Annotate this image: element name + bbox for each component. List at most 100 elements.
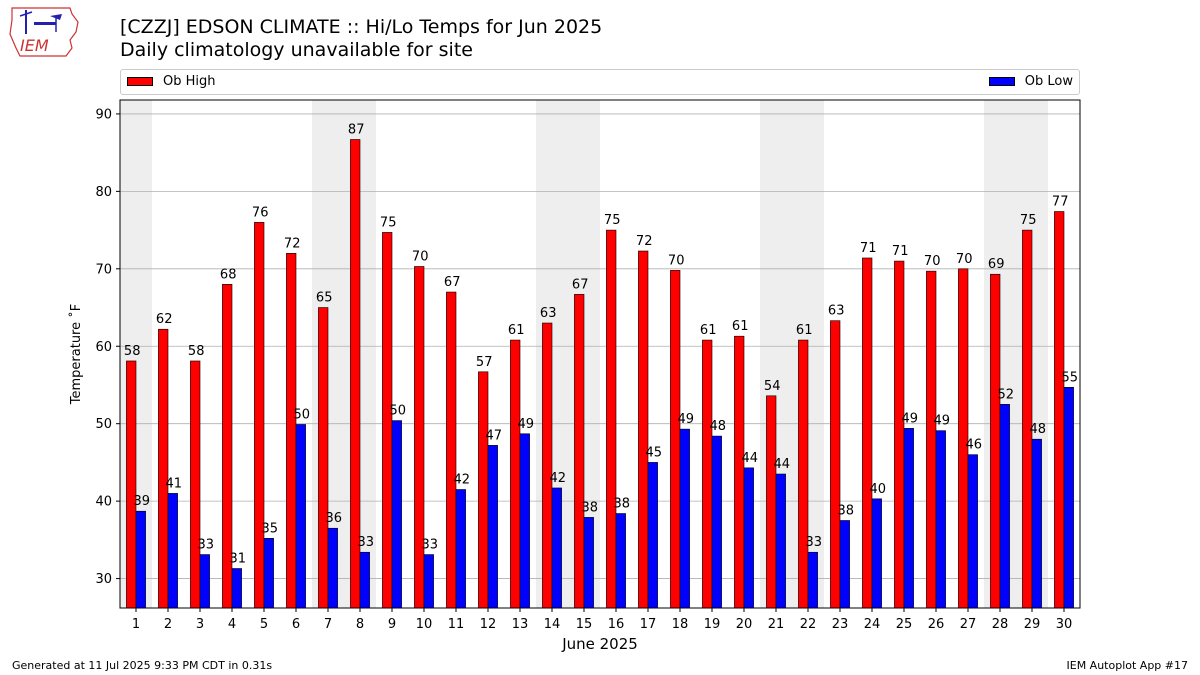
label-low-5: 35 [262,521,279,536]
plot-frame [119,99,1081,609]
x-tick-label-28: 28 [992,617,1009,632]
legend-item-high: Ob High [127,74,216,89]
label-high-22: 61 [796,323,813,338]
label-low-9: 50 [390,404,407,419]
bar-high-15 [574,294,585,609]
label-low-29: 48 [1030,422,1047,437]
chart-title: [CZZJ] EDSON CLIMATE :: Hi/Lo Temps for … [120,16,602,62]
footer-generated: Generated at 11 Jul 2025 9:33 PM CDT in … [12,659,273,672]
y-tick-label-30: 30 [95,572,112,587]
bars [126,139,1074,609]
label-high-2: 62 [156,312,173,327]
label-high-11: 67 [444,275,461,290]
y-tick-label-60: 60 [95,340,112,355]
x-axis: 1 2 3 4 5 6 7 8 9 10 11 12 13 14 15 16 17 18 19 20 21 22 23 24 2… [132,608,1072,632]
label-high-4: 68 [220,267,237,282]
bar-low-8 [359,551,370,609]
bar-high-5 [254,222,265,609]
label-high-8: 87 [348,122,365,137]
x-tick-label-25: 25 [896,617,913,632]
y-axis-label: Temperature ˚F [68,304,84,405]
bar-low-4 [231,568,242,609]
bar-low-29 [1031,438,1042,609]
label-high-16: 75 [604,213,621,228]
bar-low-5 [263,538,274,609]
label-high-30: 77 [1052,195,1069,210]
bar-high-6 [286,253,297,609]
bar-low-22 [807,551,818,609]
x-tick-label-5: 5 [260,617,268,632]
bar-low-18 [679,428,690,609]
x-axis-label: June 2025 [561,635,638,653]
bar-low-9 [391,420,402,609]
label-low-25: 49 [902,411,919,426]
label-high-15: 67 [572,277,589,292]
x-tick-label-8: 8 [356,617,364,632]
label-low-10: 33 [422,538,439,553]
label-low-4: 31 [230,552,247,567]
label-high-13: 61 [508,323,525,338]
x-tick-label-15: 15 [576,617,593,632]
bar-low-30 [1063,386,1074,609]
label-low-8: 33 [358,535,375,550]
label-low-3: 33 [198,538,215,553]
x-tick-label-2: 2 [164,617,172,632]
label-low-24: 40 [870,482,887,497]
legend-label-low: Ob Low [1024,74,1073,89]
label-high-5: 76 [252,205,269,220]
x-tick-label-27: 27 [960,617,977,632]
y-tick-label-80: 80 [95,185,112,200]
bar-low-13 [519,433,530,609]
label-low-17: 45 [646,445,663,460]
logo-text: IEM [20,36,49,55]
bar-high-23 [830,320,841,609]
bar-low-27 [967,454,978,609]
bar-high-1 [126,360,137,609]
bar-low-3 [199,554,210,609]
x-tick-label-3: 3 [196,617,204,632]
label-low-20: 44 [742,451,759,466]
label-high-7: 65 [316,291,333,306]
x-tick-label-1: 1 [132,617,140,632]
iem-logo: IEM [6,4,84,60]
legend: Ob High Ob Low [120,69,1080,95]
bar-high-25 [894,260,905,609]
bar-high-21 [766,395,777,609]
bar-high-13 [510,339,521,609]
bar-high-30 [1054,211,1065,609]
x-tick-label-12: 12 [480,617,497,632]
bar-low-20 [743,467,754,609]
label-low-21: 44 [774,457,791,472]
bar-low-28 [999,404,1010,609]
bar-high-29 [1022,229,1033,609]
bar-high-3 [190,360,201,609]
legend-label-high: Ob High [163,74,216,89]
label-low-14: 42 [550,471,567,486]
bar-high-28 [990,273,1001,609]
bar-high-22 [798,339,809,609]
label-low-19: 48 [710,419,727,434]
label-high-27: 70 [956,252,973,267]
x-tick-label-23: 23 [832,617,849,632]
label-low-7: 36 [326,511,343,526]
bar-high-18 [670,270,681,609]
title-line-1: [CZZJ] EDSON CLIMATE :: Hi/Lo Temps for … [120,16,603,38]
bar-high-17 [638,250,649,609]
label-high-12: 57 [476,355,493,370]
label-low-23: 38 [838,503,855,518]
x-tick-label-13: 13 [512,617,529,632]
bar-high-19 [702,339,713,609]
bar-high-20 [734,335,745,609]
bar-low-10 [423,554,434,609]
data-labels: 58 39 62 41 58 33 68 31 76 35 72 50 65 36 87 33 75 50 70 33… [124,122,1078,566]
bar-low-26 [935,430,946,609]
label-high-23: 63 [828,304,845,319]
legend-swatch-high [127,77,153,86]
bar-low-14 [551,487,562,609]
label-low-28: 52 [998,387,1015,402]
label-low-1: 39 [134,494,151,509]
x-tick-label-30: 30 [1056,617,1073,632]
bar-low-1 [135,510,146,609]
label-low-12: 47 [486,428,503,443]
